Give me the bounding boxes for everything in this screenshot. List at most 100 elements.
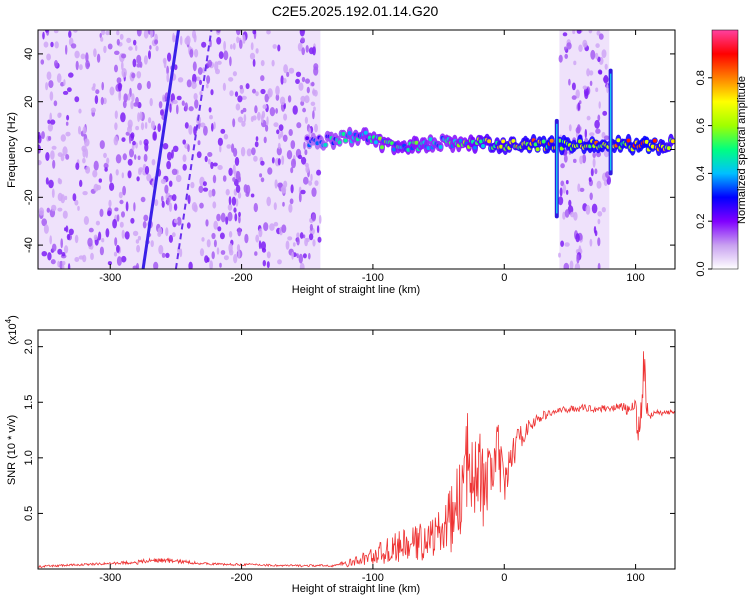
noise-speckle	[292, 242, 296, 247]
noise-speckle	[78, 125, 81, 135]
noise-speckle	[261, 114, 264, 124]
signal-core	[438, 145, 443, 149]
noise-speckle	[276, 146, 282, 156]
noise-speckle	[285, 240, 290, 250]
noise-speckle	[301, 47, 306, 56]
noise-speckle	[217, 60, 222, 65]
noise-speckle	[259, 173, 263, 178]
noise-speckle	[173, 64, 178, 71]
noise-speckle	[237, 250, 241, 259]
noise-speckle	[277, 142, 281, 150]
noise-speckle	[298, 253, 303, 264]
signal-core	[343, 138, 348, 143]
noise-speckle	[199, 248, 205, 257]
snr-y-label: SNR (10 * v/v)	[6, 415, 18, 485]
noise-speckle	[194, 48, 199, 58]
signal-core	[406, 147, 411, 152]
signal-core	[347, 131, 352, 136]
noise-speckle	[229, 56, 232, 67]
noise-speckle	[297, 42, 303, 52]
noise-speckle	[164, 184, 169, 194]
y-tick-label: -40	[23, 237, 35, 253]
noise-speckle	[57, 260, 60, 268]
noise-speckle	[575, 233, 580, 243]
noise-speckle	[73, 30, 78, 33]
noise-speckle	[182, 139, 186, 145]
diagonal-streak	[174, 30, 213, 269]
noise-speckle	[576, 124, 581, 134]
noise-speckle	[80, 53, 86, 60]
noise-speckle	[308, 127, 312, 137]
noise-speckle	[241, 120, 246, 127]
noise-speckle	[267, 88, 273, 98]
noise-speckle	[253, 155, 258, 162]
noise-speckle	[313, 106, 316, 112]
noise-speckle	[138, 169, 142, 175]
noise-speckle	[54, 41, 59, 49]
noise-speckle	[239, 39, 243, 49]
noise-speckle	[233, 147, 238, 157]
noise-speckle	[290, 184, 294, 194]
noise-speckle	[114, 64, 118, 73]
noise-speckle	[292, 105, 298, 115]
noise-speckle	[135, 125, 140, 131]
noise-speckle	[572, 30, 576, 35]
noise-speckle	[223, 133, 229, 140]
noise-speckle	[306, 86, 310, 94]
noise-speckle	[77, 205, 80, 211]
noise-speckle	[48, 80, 54, 89]
noise-speckle	[266, 251, 271, 259]
noise-speckle	[137, 112, 141, 123]
noise-speckle	[199, 91, 203, 96]
noise-speckle	[103, 97, 107, 105]
noise-speckle	[558, 196, 564, 206]
noise-speckle	[85, 52, 89, 63]
noise-speckle	[101, 30, 106, 36]
noise-speckle	[144, 165, 150, 175]
noise-speckle	[563, 154, 568, 163]
noise-speckle	[44, 30, 49, 33]
noise-speckle	[192, 30, 196, 39]
signal-core	[337, 140, 342, 145]
noise-speckle	[578, 44, 583, 52]
signal-core	[363, 130, 368, 135]
noise-speckle	[216, 30, 221, 33]
noise-speckle	[195, 76, 201, 81]
noise-speckle	[220, 128, 226, 134]
noise-speckle	[266, 196, 272, 207]
noise-speckle	[589, 70, 594, 76]
noise-speckle	[179, 35, 183, 46]
noise-region	[38, 30, 322, 269]
noise-speckle	[601, 207, 606, 213]
noise-speckle	[83, 216, 89, 225]
noise-speckle	[267, 167, 273, 175]
noise-speckle	[242, 34, 246, 44]
noise-speckle	[98, 231, 102, 241]
noise-speckle	[206, 83, 209, 89]
noise-speckle	[150, 240, 154, 248]
noise-speckle	[235, 103, 241, 111]
y-tick-label: 0.5	[23, 506, 35, 521]
noise-speckle	[101, 238, 105, 243]
noise-speckle	[576, 30, 582, 34]
snr-chart: -300 -200 -100 0 100 0.5 1.0 1.5 2.0 Height of …	[4, 315, 676, 595]
noise-speckle	[573, 158, 577, 163]
noise-speckle	[311, 187, 317, 197]
signal-core	[323, 142, 328, 147]
signal-core	[644, 139, 649, 144]
noise-speckle	[225, 188, 230, 196]
noise-speckle	[571, 82, 576, 91]
noise-speckle	[155, 45, 159, 52]
noise-speckle	[237, 116, 243, 123]
noise-speckle	[251, 147, 256, 156]
noise-speckle	[574, 263, 581, 269]
noise-speckle	[95, 220, 100, 226]
noise-speckle	[196, 151, 202, 159]
x-tick-label: -100	[362, 572, 384, 584]
noise-speckle	[114, 122, 118, 131]
noise-speckle	[166, 160, 172, 170]
signal-core	[479, 139, 483, 144]
noise-speckle	[217, 165, 223, 170]
snr-frame	[37, 329, 676, 570]
noise-speckle	[564, 46, 567, 51]
